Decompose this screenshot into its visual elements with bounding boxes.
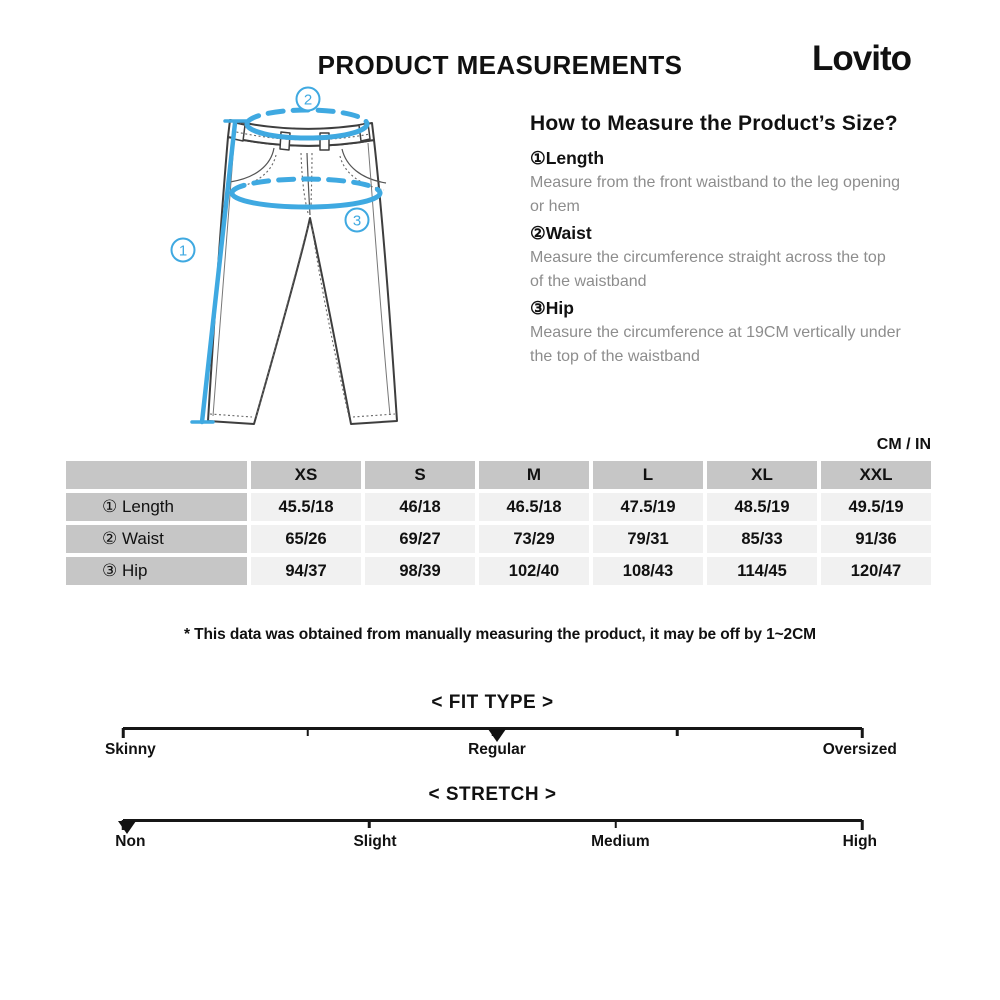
- brand-logo: Lovito: [812, 39, 912, 78]
- belt-loops: [233, 122, 371, 151]
- hip-ellipse-solid: [229, 190, 383, 210]
- measure-description: Measure the circumference at 19CM vertic…: [530, 324, 901, 365]
- column-header: L: [593, 461, 703, 489]
- size-value-cell: 65/26: [251, 525, 361, 553]
- unit-label: CM / IN: [876, 436, 931, 453]
- scale-label-slight: Slight: [353, 833, 397, 850]
- scale-tick: [121, 728, 125, 738]
- scale-tick: [368, 820, 371, 828]
- table-row: ② Waist 65/26 69/27 73/29 79/31 85/33 91/36: [66, 525, 931, 553]
- scale-marker-triangle: [117, 821, 136, 834]
- disclaimer-note: * This data was obtained from manually m…: [184, 626, 816, 643]
- measure-description: Measure the circumference straight acros…: [530, 249, 886, 290]
- pants-seams: [212, 142, 391, 417]
- scale-tick: [860, 820, 864, 830]
- column-header: XL: [707, 461, 817, 489]
- table-header-row: XS S M L XL XXL: [66, 461, 931, 489]
- fit-type-title: < FIT TYPE >: [431, 692, 554, 713]
- column-header: XXL: [821, 461, 931, 489]
- measure-term: ③Hip: [530, 298, 574, 318]
- measure-item-hip: ③Hip Measure the circumference at 19CM v…: [530, 298, 902, 369]
- scale-label-high: High: [842, 833, 877, 850]
- size-value-cell: 102/40: [479, 557, 589, 585]
- table-corner-cell: [66, 461, 247, 489]
- size-value-cell: 73/29: [479, 525, 589, 553]
- size-value-cell: 45.5/18: [251, 493, 361, 521]
- pants-diagram: 1 2 3: [170, 86, 398, 425]
- length-measure-line: [190, 119, 248, 425]
- table-row: ① Length 45.5/18 46/18 46.5/18 47.5/19 48.5/1…: [66, 493, 931, 521]
- size-value-cell: 49.5/19: [821, 493, 931, 521]
- scale-marker-triangle: [487, 729, 506, 742]
- size-value-cell: 114/45: [707, 557, 817, 585]
- waist-ellipse-dashed: [244, 107, 370, 127]
- column-header: XS: [251, 461, 361, 489]
- circle-3-hip: [344, 207, 370, 233]
- size-value-cell: 91/36: [821, 525, 931, 553]
- measure-item-waist: ②Waist Measure the circumference straigh…: [530, 223, 902, 294]
- how-to-heading: How to Measure the Product’s Size?: [530, 112, 898, 135]
- stretch-title: < STRETCH >: [428, 784, 557, 805]
- circle-3-digit: 3: [353, 213, 361, 230]
- table-row: ③ Hip 94/37 98/39 102/40 108/43 114/45 120/47: [66, 557, 931, 585]
- size-value-cell: 48.5/19: [707, 493, 817, 521]
- page-title: PRODUCT MEASUREMENTS: [317, 50, 683, 80]
- size-value-cell: 47.5/19: [593, 493, 703, 521]
- measure-term: ②Waist: [530, 223, 592, 243]
- circle-2-waist: [295, 86, 321, 112]
- size-value-cell: 94/37: [251, 557, 361, 585]
- fit-type-scale: < FIT TYPE > Skinny Regular Oversized: [105, 692, 897, 764]
- left-pocket-curve: [229, 147, 275, 183]
- size-value-cell: 120/47: [821, 557, 931, 585]
- size-table: XS S M L XL XXL ① Length 45.5/18 46/18 46.5/18 47…: [62, 457, 935, 589]
- stretch-scale: < STRETCH > Non Slight Medium High: [115, 784, 877, 856]
- column-header: M: [479, 461, 589, 489]
- size-value-cell: 46.5/18: [479, 493, 589, 521]
- column-header: S: [365, 461, 475, 489]
- scale-label-regular: Regular: [468, 741, 526, 758]
- fit-type-line: [121, 727, 864, 742]
- size-value-cell: 69/27: [365, 525, 475, 553]
- waist-ellipse-solid: [244, 121, 370, 141]
- hip-ellipse-dashed: [229, 176, 383, 196]
- how-to-measure-section: How to Measure the Product’s Size? ①Leng…: [530, 112, 902, 369]
- scale-tick: [614, 820, 617, 828]
- scale-tick: [306, 728, 309, 736]
- size-value-cell: 98/39: [365, 557, 475, 585]
- measure-description: Measure from the front waistband to the …: [530, 174, 900, 215]
- measure-term: ①Length: [530, 148, 605, 168]
- measure-item-length: ①Length Measure from the front waistband…: [530, 148, 902, 219]
- scale-label-oversized: Oversized: [822, 741, 897, 758]
- scale-tick: [676, 728, 679, 736]
- fit-type-labels: Skinny Regular Oversized: [105, 741, 897, 763]
- row-label: ① Length: [66, 493, 247, 521]
- size-value-cell: 85/33: [707, 525, 817, 553]
- circle-1-digit: 1: [179, 243, 187, 260]
- scale-label-skinny: Skinny: [104, 741, 156, 758]
- scale-label-non: Non: [115, 833, 146, 850]
- size-value-cell: 79/31: [593, 525, 703, 553]
- row-label: ② Waist: [66, 525, 247, 553]
- circle-2-digit: 2: [304, 92, 312, 109]
- stretch-line: [117, 819, 864, 834]
- size-value-cell: 108/43: [593, 557, 703, 585]
- scale-label-medium: Medium: [591, 833, 650, 850]
- scale-tick: [860, 728, 864, 738]
- pants-outline: [207, 119, 398, 425]
- measurement-overlays: 1 2 3: [170, 86, 383, 425]
- row-label: ③ Hip: [66, 557, 247, 585]
- circle-1-length: [170, 237, 196, 263]
- right-pocket-curve: [341, 148, 387, 184]
- stretch-labels: Non Slight Medium High: [115, 833, 877, 855]
- size-value-cell: 46/18: [365, 493, 475, 521]
